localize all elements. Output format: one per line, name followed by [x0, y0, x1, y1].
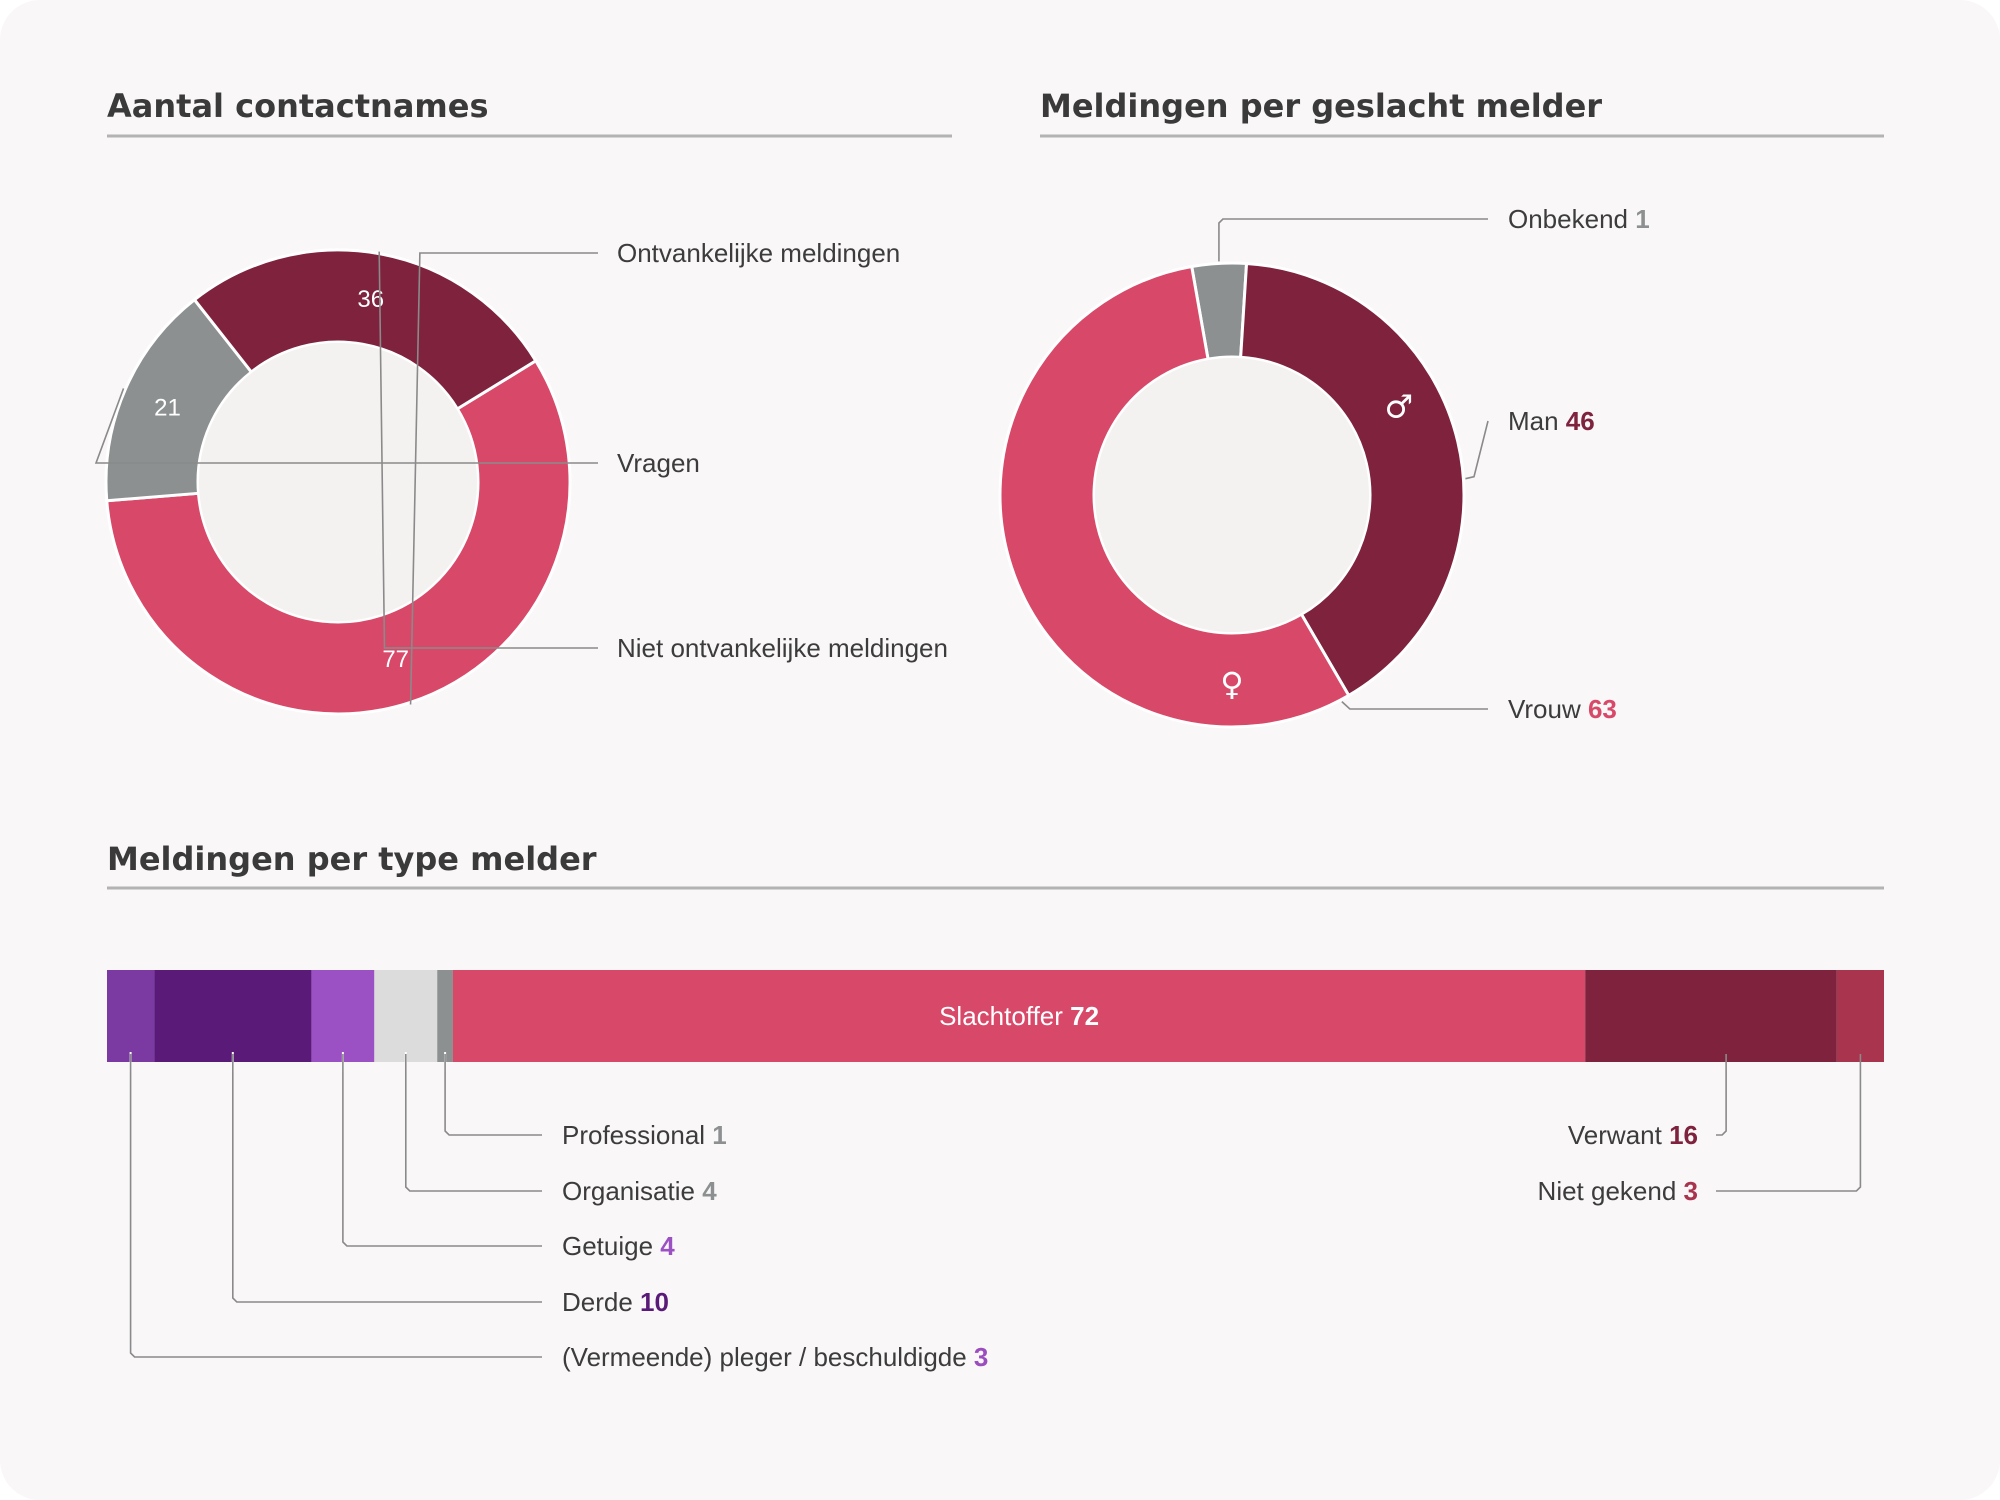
bar-label-slachtoffer: Slachtoffer 72: [939, 1001, 1099, 1031]
legend-label-ontvankelijke-meldingen: Ontvankelijke meldingen: [617, 238, 900, 268]
legend-label-niet-gekend-value: 3: [1676, 1176, 1698, 1206]
slice-value-ontvankelijke-meldingen: 77: [382, 646, 409, 673]
legend-label-vragen: Vragen: [617, 448, 700, 478]
leader-line-verwant: [1716, 1054, 1727, 1136]
legend-label-vermeende-pleger-beschuldigde: (Vermeende) pleger / beschuldigde 3: [562, 1342, 988, 1372]
bar-segment-vermeende-pleger-beschuldigde: [107, 970, 155, 1062]
bar-segment-getuige: [311, 970, 375, 1062]
leader-line-niet-gekend: [1716, 1054, 1862, 1192]
leader-line-man: [1465, 420, 1489, 480]
leader-line-derde: [232, 1054, 542, 1303]
leader-line-niet-ontvankelijke-meldingen: [378, 251, 598, 649]
legend-label-niet-ontvankelijke-meldingen-text: Niet ontvankelijke meldingen: [617, 633, 948, 663]
legend-label-vrouw-value: 63: [1581, 694, 1617, 724]
female-icon: ♀: [1220, 665, 1243, 703]
chart-geslacht: Meldingen per geslacht melder ♂ ♀ Onbekend…: [998, 87, 1884, 729]
legend-label-vragen-text: Vragen: [617, 448, 700, 478]
donut-slice-vrouw: [998, 264, 1351, 729]
bar-label-slachtoffer-value: 72: [1063, 1001, 1099, 1031]
donut-slice-man: [1239, 261, 1466, 698]
legend-label-professional-value: 1: [705, 1120, 727, 1150]
legend-label-vrouw: Vrouw 63: [1508, 694, 1617, 724]
legend-label-niet-ontvankelijke-meldingen: Niet ontvankelijke meldingen: [617, 633, 948, 663]
legend-label-man: Man 46: [1508, 406, 1595, 436]
legend-label-man-text: Man: [1508, 406, 1559, 436]
legend-label-derde: Derde 10: [562, 1287, 669, 1317]
donut-geslacht: ♂ ♀ Onbekend 1 Man 46 Vrouw 63: [998, 204, 1650, 729]
male-icon: ♂: [1385, 387, 1414, 425]
legend-label-derde-text: Derde: [562, 1287, 633, 1317]
leader-line-onbekend: [1218, 218, 1488, 262]
bar-segment-slachtoffer: [452, 970, 1586, 1062]
legend-label-verwant: Verwant 16: [1568, 1120, 1698, 1150]
bar-segment-organisatie: [374, 970, 438, 1062]
legend-label-onbekend-text: Onbekend: [1508, 204, 1628, 234]
legend-label-vermeende-pleger-beschuldigde-text: (Vermeende) pleger / beschuldigde: [562, 1342, 967, 1372]
donut-hole: [1095, 358, 1369, 632]
leader-line-ontvankelijke-meldingen: [409, 252, 598, 705]
legend-label-getuige: Getuige 4: [562, 1231, 675, 1261]
chart-contactnames: Aantal contactnames 772136Ontvankelijke …: [94, 87, 952, 716]
legend-label-organisatie-value: 4: [695, 1176, 717, 1206]
bar-label-slachtoffer-text: Slachtoffer: [939, 1001, 1063, 1031]
leader-line-professional: [444, 1054, 542, 1136]
legend-label-verwant-text: Verwant: [1568, 1120, 1663, 1150]
legend-label-onbekend-value: 1: [1628, 204, 1650, 234]
legend-label-getuige-value: 4: [653, 1231, 675, 1261]
legend-label-professional: Professional 1: [562, 1120, 727, 1150]
legend-label-vermeende-pleger-beschuldigde-value: 3: [967, 1342, 989, 1372]
leader-line-organisatie: [404, 1054, 542, 1192]
legend-label-verwant-value: 16: [1662, 1120, 1698, 1150]
donut-slice-ontvankelijke-meldingen: [105, 358, 572, 716]
legend-label-onbekend: Onbekend 1: [1508, 204, 1650, 234]
chart-title-type-melder: Meldingen per type melder: [107, 840, 597, 878]
legend-label-niet-gekend-text: Niet gekend: [1538, 1176, 1677, 1206]
legend-label-organisatie: Organisatie 4: [562, 1176, 717, 1206]
donut-hole: [199, 343, 477, 621]
chart-type-melder: Meldingen per type melder Slachtoffer 72…: [107, 840, 1884, 1372]
legend-label-ontvankelijke-meldingen-text: Ontvankelijke meldingen: [617, 238, 900, 268]
legend-label-man-value: 46: [1559, 406, 1595, 436]
bar-segment-derde: [154, 970, 312, 1062]
legend-label-vrouw-text: Vrouw: [1508, 694, 1581, 724]
bar-segment-verwant: [1585, 970, 1837, 1062]
legend-label-niet-gekend: Niet gekend 3: [1538, 1176, 1698, 1206]
legend-label-derde-value: 10: [633, 1287, 669, 1317]
chart-title-contactnames: Aantal contactnames: [107, 87, 489, 125]
legend-label-organisatie-text: Organisatie: [562, 1176, 695, 1206]
legend-label-professional-text: Professional: [562, 1120, 705, 1150]
leader-line-vrouw: [1341, 701, 1488, 710]
leader-line-getuige: [342, 1054, 542, 1247]
leader-line-vragen: [94, 388, 598, 464]
leader-line-vermeende-pleger-beschuldigde: [129, 1054, 542, 1358]
bar-segment-niet-gekend: [1836, 970, 1884, 1062]
donut-slice-niet-ontvankelijke-meldingen: [192, 248, 538, 411]
chart-title-geslacht: Meldingen per geslacht melder: [1040, 87, 1602, 125]
bar-segment-professional: [437, 970, 453, 1062]
slice-value-vragen: 21: [154, 395, 181, 422]
legend-label-getuige-text: Getuige: [562, 1231, 653, 1261]
stacked-bar-type-melder: Slachtoffer 72 Professional 1 Organisatie …: [107, 970, 1884, 1372]
